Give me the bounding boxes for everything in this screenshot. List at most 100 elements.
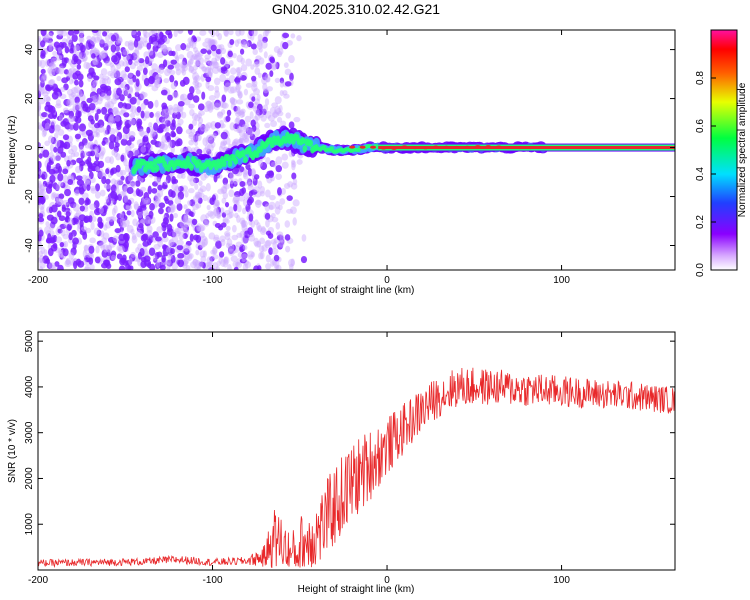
noise-speckle: [194, 75, 201, 82]
noise-speckle: [71, 87, 79, 95]
noise-speckle: [126, 186, 134, 195]
noise-speckle: [109, 62, 114, 68]
noise-speckle: [126, 199, 132, 207]
noise-speckle: [216, 206, 221, 215]
noise-speckle: [265, 254, 271, 263]
noise-speckle: [200, 255, 207, 263]
noise-speckle: [147, 49, 154, 56]
noise-speckle: [79, 160, 86, 167]
noise-speckle: [207, 38, 215, 47]
noise-speckle: [247, 185, 254, 191]
noise-speckle: [130, 30, 137, 36]
noise-speckle: [189, 199, 196, 207]
noise-speckle: [96, 145, 101, 154]
noise-speckle: [90, 221, 95, 231]
noise-speckle: [101, 176, 107, 185]
ridge-segment: [241, 149, 246, 158]
noise-speckle: [107, 112, 114, 120]
y-tick-label: 20: [24, 93, 35, 105]
noise-speckle: [115, 152, 121, 161]
noise-speckle: [120, 214, 128, 221]
noise-speckle: [74, 189, 80, 197]
noise-speckle: [245, 82, 253, 88]
noise-speckle: [256, 240, 262, 248]
noise-speckle: [156, 259, 161, 268]
noise-speckle: [200, 172, 207, 181]
noise-speckle: [104, 60, 112, 66]
noise-speckle: [291, 162, 296, 171]
noise-speckle: [292, 217, 297, 226]
noise-speckle: [52, 182, 58, 190]
noise-speckle: [214, 85, 220, 93]
noise-speckle: [94, 191, 101, 199]
noise-speckle: [207, 60, 215, 66]
noise-speckle: [218, 145, 224, 152]
noise-speckle: [122, 48, 130, 56]
noise-speckle: [173, 90, 178, 98]
snr-x-ticks: -200 -100 0 100: [28, 332, 570, 586]
noise-speckle: [261, 76, 268, 85]
noise-speckle: [193, 76, 198, 83]
noise-speckle: [69, 159, 77, 166]
noise-speckle: [213, 130, 219, 137]
colorbar-tick-label: 0.8: [695, 71, 706, 85]
noise-speckle: [288, 121, 295, 129]
noise-speckle: [213, 77, 221, 86]
noise-speckle: [258, 57, 265, 65]
noise-speckle: [106, 40, 113, 47]
noise-speckle: [161, 135, 167, 144]
noise-speckle: [152, 41, 159, 47]
noise-speckle: [135, 188, 141, 196]
noise-speckle: [156, 251, 163, 258]
x-tick-label: 0: [384, 575, 390, 586]
noise-speckle: [214, 55, 221, 62]
noise-speckle: [166, 259, 172, 266]
noise-speckle: [71, 34, 78, 43]
noise-speckle: [292, 178, 298, 186]
noise-speckle: [241, 251, 248, 260]
noise-speckle: [230, 98, 238, 105]
noise-speckle: [182, 224, 190, 233]
noise-speckle: [221, 197, 227, 204]
noise-speckle: [116, 180, 124, 186]
ridge-segment: [225, 154, 231, 162]
noise-speckle: [62, 107, 69, 114]
noise-speckle: [247, 168, 253, 177]
noise-speckle: [167, 223, 173, 233]
noise-speckle: [212, 61, 219, 69]
noise-speckle: [293, 116, 301, 123]
noise-speckle: [107, 115, 114, 124]
ridge-segment: [242, 156, 248, 164]
noise-speckle: [139, 200, 147, 209]
noise-speckle: [38, 122, 42, 130]
noise-speckle: [193, 64, 198, 71]
noise-speckle: [205, 122, 213, 129]
noise-speckle: [73, 86, 81, 94]
noise-speckle: [188, 66, 194, 72]
noise-speckle: [180, 111, 187, 119]
noise-speckle: [250, 189, 258, 195]
noise-speckle: [75, 165, 82, 174]
ridge-peak: [485, 145, 492, 149]
noise-speckle: [143, 197, 151, 204]
noise-speckle: [222, 216, 229, 224]
noise-speckle: [228, 74, 236, 84]
noise-speckle: [53, 155, 62, 162]
noise-speckle: [205, 60, 213, 66]
noise-speckle: [127, 265, 132, 270]
noise-speckle: [255, 108, 263, 116]
noise-speckle: [229, 86, 237, 94]
noise-speckle: [47, 135, 54, 144]
noise-speckle: [264, 73, 271, 83]
noise-speckle: [214, 201, 220, 207]
noise-speckle: [183, 211, 189, 220]
noise-speckle: [154, 192, 160, 200]
noise-speckle: [254, 219, 259, 226]
noise-speckle: [285, 112, 291, 119]
noise-speckle: [56, 34, 64, 40]
noise-speckle: [68, 93, 75, 99]
noise-speckle: [63, 98, 71, 107]
noise-speckle: [162, 244, 167, 250]
noise-speckle: [53, 41, 60, 48]
noise-speckle: [178, 54, 185, 60]
